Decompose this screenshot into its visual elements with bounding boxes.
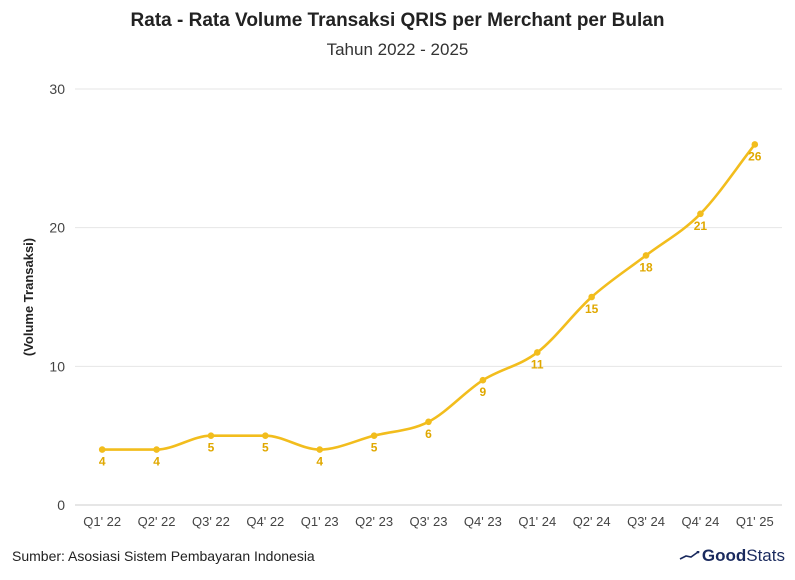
data-label: 4 <box>99 455 106 469</box>
x-tick-label: Q4' 22 <box>246 514 284 529</box>
gridlines <box>75 88 782 506</box>
data-label: 4 <box>153 455 160 469</box>
data-point <box>98 446 106 453</box>
data-point <box>642 252 650 259</box>
x-tick-label: Q1' 23 <box>301 514 339 529</box>
data-label: 9 <box>480 385 487 399</box>
x-axis-ticks: Q1' 22 Q2' 22 Q3' 22 Q4' 22 Q1' 23 Q2' 23 Q3' … <box>83 514 774 529</box>
x-tick-label: Q2' 22 <box>138 514 176 529</box>
series-line <box>100 143 757 451</box>
data-point <box>588 293 595 301</box>
series-line-path <box>100 143 757 451</box>
y-axis-label: (Volume Transaksi) <box>21 238 36 356</box>
data-label: 15 <box>585 302 599 316</box>
x-tick-label: Q3' 22 <box>192 514 230 529</box>
data-point <box>751 141 759 148</box>
x-tick-label: Q2' 23 <box>355 514 393 529</box>
x-tick-label: Q3' 24 <box>627 514 665 529</box>
x-tick-label: Q1' 22 <box>83 514 121 529</box>
x-tick-label: Q4' 24 <box>681 514 719 529</box>
data-label: 5 <box>371 441 378 455</box>
source-note: Sumber: Asosiasi Sistem Pembayaran Indon… <box>12 548 315 564</box>
data-label: 5 <box>208 441 215 455</box>
y-axis-ticks: 0 10 20 30 <box>49 81 65 513</box>
data-point <box>207 432 215 439</box>
x-tick-label: Q2' 24 <box>573 514 611 529</box>
brand-text-good: Good <box>701 546 747 565</box>
x-tick-label: Q1' 24 <box>518 514 556 529</box>
data-labels: 4 4 5 5 4 5 6 9 11 15 18 21 26 <box>99 149 762 468</box>
data-point <box>697 210 704 218</box>
data-point <box>262 432 269 439</box>
x-tick-label: Q4' 23 <box>464 514 502 529</box>
data-label: 5 <box>262 441 269 455</box>
y-tick-label: 10 <box>49 358 65 374</box>
trend-icon <box>679 551 700 560</box>
y-tick-label: 20 <box>49 220 65 236</box>
data-label: 26 <box>748 149 762 163</box>
data-point <box>425 418 432 426</box>
data-label: 6 <box>425 427 432 441</box>
data-points <box>98 141 759 453</box>
y-tick-label: 30 <box>49 81 65 97</box>
data-label: 11 <box>531 357 544 371</box>
data-point <box>533 349 541 356</box>
goodstats-logo: Good Stats <box>678 546 785 566</box>
data-point <box>316 446 324 453</box>
x-tick-label: Q1' 25 <box>736 514 774 529</box>
data-label: 18 <box>639 260 653 274</box>
y-tick-label: 0 <box>57 497 65 513</box>
x-tick-label: Q3' 23 <box>410 514 448 529</box>
chart-title: Rata - Rata Volume Transaksi QRIS per Me… <box>130 10 665 31</box>
data-label: 21 <box>694 219 708 233</box>
data-label: 4 <box>316 455 323 469</box>
data-point <box>370 432 378 439</box>
data-point <box>153 446 160 453</box>
chart-subtitle: Tahun 2022 - 2025 <box>326 40 469 59</box>
data-point <box>479 376 487 384</box>
brand-text-stats: Stats <box>746 546 785 565</box>
